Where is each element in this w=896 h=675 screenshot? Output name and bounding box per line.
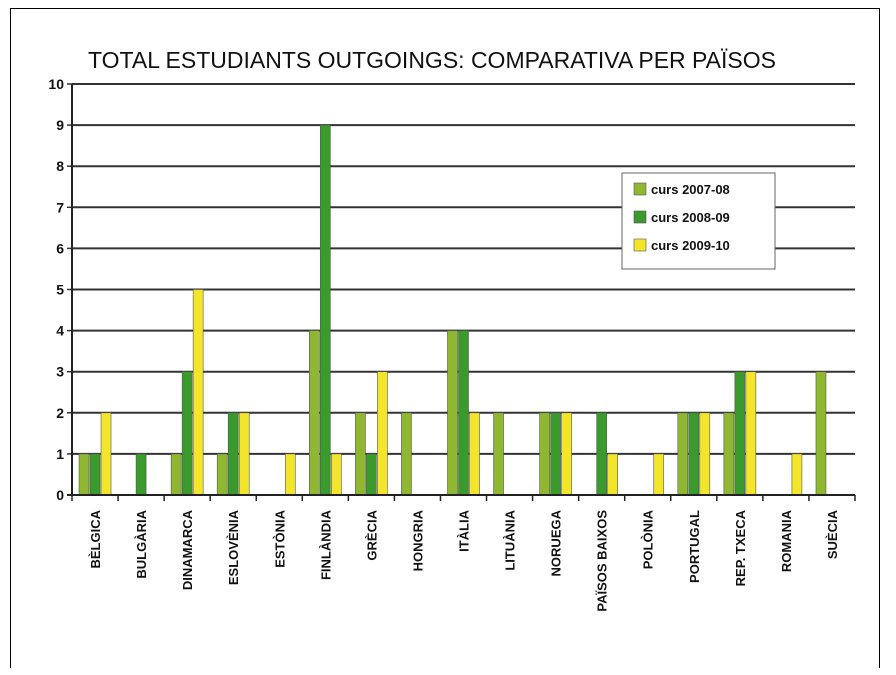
bar	[100, 412, 112, 496]
chart-frame	[10, 8, 880, 668]
y-tick-label: 4	[56, 323, 64, 339]
bar	[734, 371, 746, 496]
bar	[561, 412, 572, 496]
bar	[550, 412, 561, 496]
bar	[331, 453, 342, 496]
y-tick-label: 6	[56, 240, 64, 256]
bar	[596, 412, 607, 496]
bar	[89, 453, 101, 496]
bar	[607, 453, 618, 496]
bar	[181, 371, 193, 496]
bar	[745, 371, 757, 496]
bar	[366, 453, 377, 496]
bar	[699, 412, 711, 496]
bar	[653, 453, 665, 496]
x-tick-label: LITUÀNIA	[503, 509, 518, 570]
y-tick-label: 5	[56, 282, 64, 298]
y-tick-label: 3	[56, 364, 64, 380]
bar	[539, 412, 550, 496]
bar	[135, 453, 147, 496]
legend-swatch	[633, 210, 647, 224]
y-tick-label: 1	[56, 446, 64, 462]
bar	[284, 453, 296, 496]
bar	[815, 371, 827, 496]
bar	[493, 412, 504, 496]
legend-entry: curs 2008-09	[651, 210, 730, 225]
bar	[355, 412, 366, 496]
legend-swatch	[633, 238, 647, 252]
bar	[192, 289, 204, 496]
y-tick-label: 8	[56, 158, 64, 174]
axes	[67, 84, 855, 496]
bar	[677, 412, 689, 496]
bar	[469, 412, 480, 496]
x-tick-label: DINAMARCA	[180, 509, 195, 590]
x-tick-label: NORUEGA	[549, 509, 564, 576]
x-tick-label: HONGRIA	[410, 509, 425, 571]
x-tick-label: REP. TXECA	[733, 509, 748, 586]
x-tick-label: PORTUGAL	[687, 510, 702, 583]
x-tick-label: PAÏSOS BAIXOS	[595, 510, 610, 612]
y-tick-label: 2	[56, 405, 64, 421]
legend-swatch	[633, 182, 647, 196]
bars	[78, 124, 827, 496]
x-tick-label: ESLOVÈNIA	[226, 509, 241, 585]
y-axis-ticks: 0 1 2 3 4 5 6 7 8 9 10	[48, 76, 72, 503]
bar	[238, 412, 250, 496]
bar	[447, 330, 458, 496]
bar	[377, 371, 388, 496]
bar	[78, 453, 90, 496]
x-tick-label: POLÒNIA	[641, 509, 656, 569]
legend-box	[621, 172, 776, 270]
x-tick-label: ITÀLIA	[457, 509, 472, 551]
bar	[170, 453, 182, 496]
bar	[723, 412, 735, 496]
y-tick-label: 7	[56, 199, 64, 215]
bar	[458, 330, 469, 496]
x-tick-label: FINLÀNDIA	[318, 509, 333, 580]
bar	[320, 124, 331, 496]
x-tick-label: SUÈCIA	[825, 509, 840, 559]
y-tick-label: 10	[48, 76, 64, 92]
bar	[688, 412, 700, 496]
bar	[309, 330, 320, 496]
y-tick-label: 9	[56, 117, 64, 133]
legend-entry: curs 2007-08	[651, 182, 730, 197]
x-tick-label: ROMANIA	[779, 509, 794, 572]
chart-title: TOTAL ESTUDIANTS OUTGOINGS: COMPARATIVA …	[88, 47, 776, 73]
bar	[791, 453, 803, 496]
legend-entry: curs 2009-10	[651, 238, 730, 253]
x-tick-label: BULGÀRIA	[134, 509, 149, 578]
legend: curs 2007-08 curs 2008-09 curs 2009-10	[621, 172, 776, 270]
x-tick-label: ESTÒNIA	[272, 509, 287, 567]
bar	[227, 412, 239, 496]
bar	[216, 453, 228, 496]
bar	[401, 412, 412, 496]
x-tick-label: GRÈCIA	[364, 509, 379, 560]
y-tick-label: 0	[56, 487, 64, 503]
x-tick-label: BÈLGICA	[88, 509, 103, 568]
x-axis-ticks: BÈLGICA BULGÀRIA DINAMARCA ESLOVÈNIA ESTÒNIA…	[71, 495, 856, 612]
